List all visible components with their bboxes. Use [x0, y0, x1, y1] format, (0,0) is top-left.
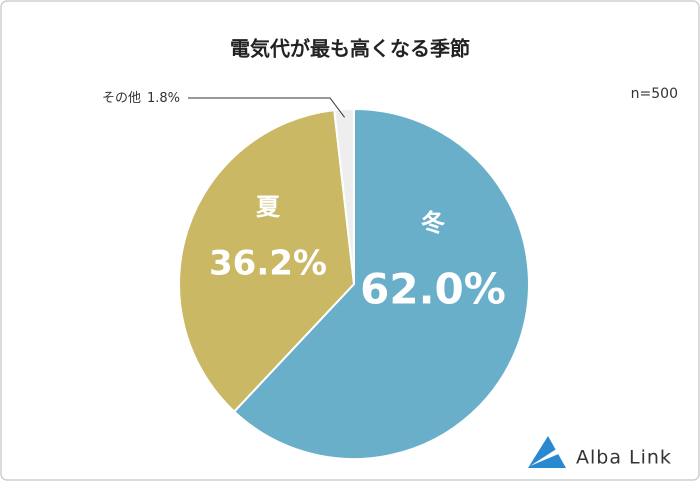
slice-outside-label: その他 1.8%: [102, 91, 180, 106]
slice-value-label: 62.0%: [360, 265, 506, 314]
chart-title: 電気代が最も高くなる季節: [230, 37, 470, 61]
logo-icon: [528, 436, 566, 468]
pie-slice: [178, 109, 356, 413]
logo-stripe: [530, 448, 561, 466]
brand-logo: Alba Link: [528, 436, 672, 469]
leader-line: [188, 97, 345, 118]
slice-category: その他: [102, 91, 141, 106]
pie-slice: [333, 107, 355, 285]
slice-value-label: 36.2%: [209, 244, 327, 284]
pie-slice: [232, 107, 530, 460]
sample-note: n=500: [631, 86, 678, 102]
slice-category: 冬: [421, 209, 445, 237]
slice-value-label: 1.8%: [147, 91, 180, 106]
brand-name: Alba Link: [576, 447, 672, 469]
slice-category: 夏: [256, 193, 281, 221]
